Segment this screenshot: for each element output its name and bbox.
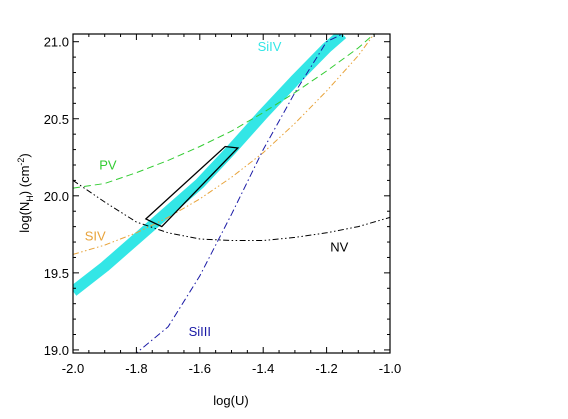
x-tick-label: -1.2 bbox=[315, 361, 337, 376]
y-axis-title-mid: ) (cm bbox=[17, 166, 32, 196]
series-label-siv: SIV bbox=[85, 229, 106, 244]
y-axis-title: log(NH) (cm-2) bbox=[16, 153, 35, 233]
x-axis-title: log(U) bbox=[213, 393, 248, 408]
x-tick-label: -2.0 bbox=[62, 361, 84, 376]
series-line-pv bbox=[73, 34, 375, 189]
series-label-pv: PV bbox=[99, 158, 117, 173]
series-label-siiv: SiIV bbox=[258, 39, 282, 54]
series-labels-layer: SiIV PV SIV NV SiIII bbox=[85, 39, 349, 339]
series-label-nv: NV bbox=[330, 239, 348, 254]
x-tick-label: -1.0 bbox=[379, 361, 401, 376]
series-line-nv bbox=[73, 179, 390, 241]
y-axis-title-sup: -2 bbox=[16, 158, 26, 166]
plot-frame bbox=[72, 33, 391, 354]
y-tick-label: 19.0 bbox=[44, 343, 69, 358]
y-tick-label: 20.0 bbox=[44, 189, 69, 204]
plot-background bbox=[73, 34, 390, 353]
series-label-siiii: SiIII bbox=[189, 324, 211, 339]
y-tick-label: 19.5 bbox=[44, 266, 69, 281]
region-box bbox=[144, 145, 240, 228]
y-axis-title-pre: log(N bbox=[17, 202, 32, 233]
y-tick-label: 20.5 bbox=[44, 112, 69, 127]
ticks-layer: -2.0 -1.8 -1.6 -1.4 -1.2 -1.0 19.0 19.5 20.0 20.5… bbox=[44, 34, 401, 376]
y-axis-title-sub: H bbox=[25, 195, 35, 202]
x-tick-label: -1.8 bbox=[125, 361, 147, 376]
series-layer bbox=[73, 34, 390, 353]
region-box-layer bbox=[144, 145, 240, 228]
series-line-siiii bbox=[73, 34, 343, 353]
series-line-siiv bbox=[73, 34, 347, 296]
y-tick-label: 21.0 bbox=[44, 35, 69, 50]
y-axis-title-post: ) bbox=[17, 153, 32, 157]
x-tick-label: -1.4 bbox=[252, 361, 274, 376]
x-tick-label: -1.6 bbox=[189, 361, 211, 376]
